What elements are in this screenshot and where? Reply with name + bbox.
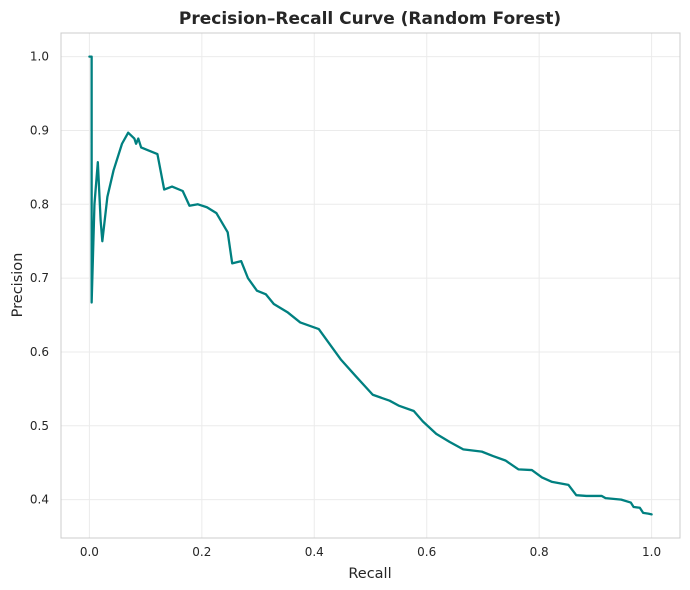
series-group <box>88 55 653 516</box>
x-tick-label: 0.0 <box>80 545 99 559</box>
grid <box>61 33 680 538</box>
x-axis-label: Recall <box>348 566 391 582</box>
x-tick-label: 0.4 <box>305 545 324 559</box>
y-tick-label: 1.0 <box>30 50 49 64</box>
y-axis-label: Precision <box>10 253 26 318</box>
pr-curve-line <box>88 55 653 516</box>
y-tick-label: 0.7 <box>30 271 49 285</box>
chart-title: Precision–Recall Curve (Random Forest) <box>179 9 561 29</box>
x-tick-label: 0.2 <box>192 545 211 559</box>
x-tick-label: 0.8 <box>530 545 549 559</box>
y-tick-label: 0.6 <box>30 345 49 359</box>
y-tick-label: 0.5 <box>30 419 49 433</box>
x-axis-ticks: 0.0 0.2 0.4 0.6 0.8 1.0 <box>80 545 661 559</box>
y-tick-label: 0.4 <box>30 493 49 507</box>
y-axis-ticks: 0.4 0.5 0.6 0.7 0.8 0.9 1.0 <box>30 50 49 507</box>
plot-frame <box>60 32 681 539</box>
x-tick-label: 1.0 <box>642 545 661 559</box>
y-tick-label: 0.9 <box>30 123 49 137</box>
y-tick-label: 0.8 <box>30 197 49 211</box>
x-tick-label: 0.6 <box>417 545 436 559</box>
